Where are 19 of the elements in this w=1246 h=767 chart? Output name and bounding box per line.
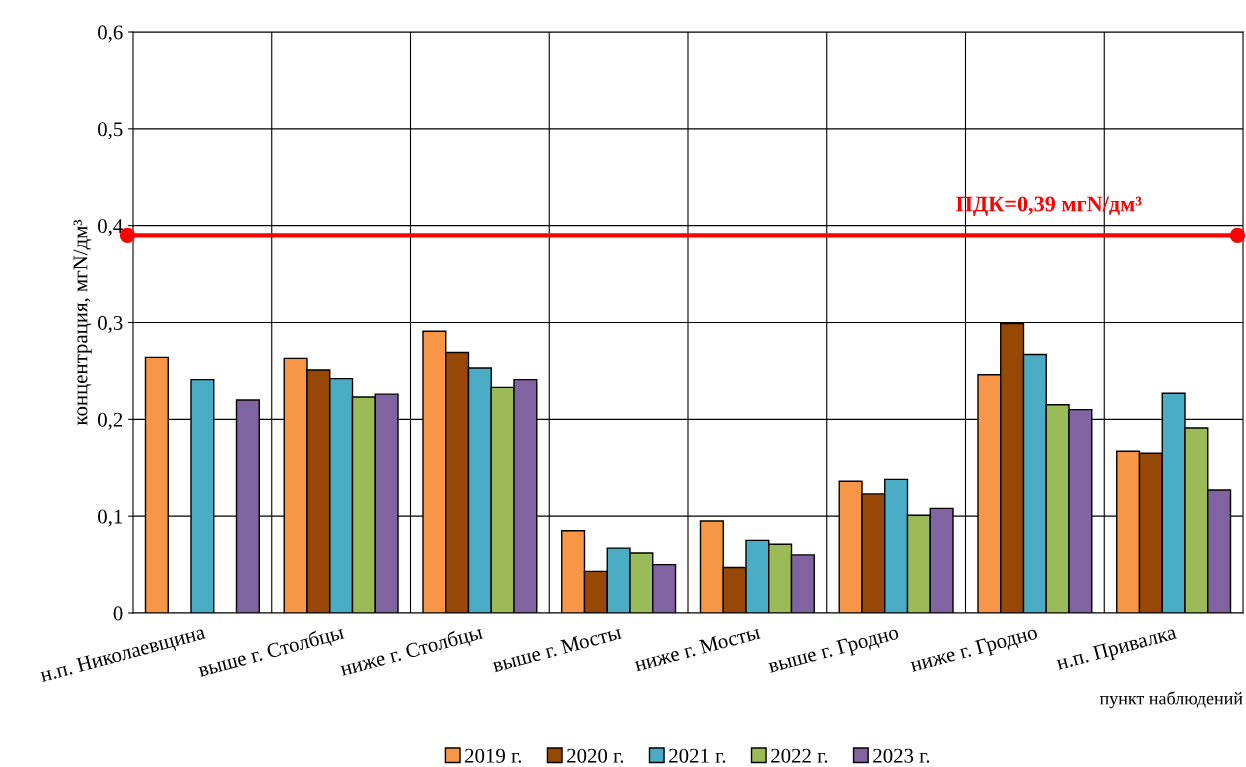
y-tick-label: 0 — [113, 606, 123, 621]
legend-label: 2023 г. — [873, 748, 930, 763]
legend-label: 2020 г. — [567, 748, 624, 763]
legend-label: 2022 г. — [771, 748, 828, 763]
legend-label: 2021 г. — [669, 748, 726, 763]
x-tick-label: ниже г. Гродно — [909, 625, 1039, 677]
y-axis-title: концентрация, мгN/дм³ — [73, 219, 92, 426]
legend-label: 2019 г. — [465, 748, 522, 763]
y-tick-label: 0,4 — [98, 219, 123, 237]
x-tick-label: н.п. Привалка — [1055, 624, 1179, 675]
y-tick-label: 0,6 — [98, 25, 123, 43]
x-tick-label: выше г. Мосты — [491, 625, 622, 673]
y-tick-label: 0,5 — [98, 122, 123, 140]
x-tick-label: выше г. Гродно — [767, 625, 901, 677]
x-tick-label: ниже г. Мосты — [633, 625, 761, 672]
y-tick-label: 0,3 — [98, 315, 123, 333]
y-tick-label: 0,2 — [98, 412, 123, 430]
x-axis-title: пункт наблюдений — [1099, 691, 1243, 709]
y-tick-label: 0,1 — [98, 509, 123, 527]
